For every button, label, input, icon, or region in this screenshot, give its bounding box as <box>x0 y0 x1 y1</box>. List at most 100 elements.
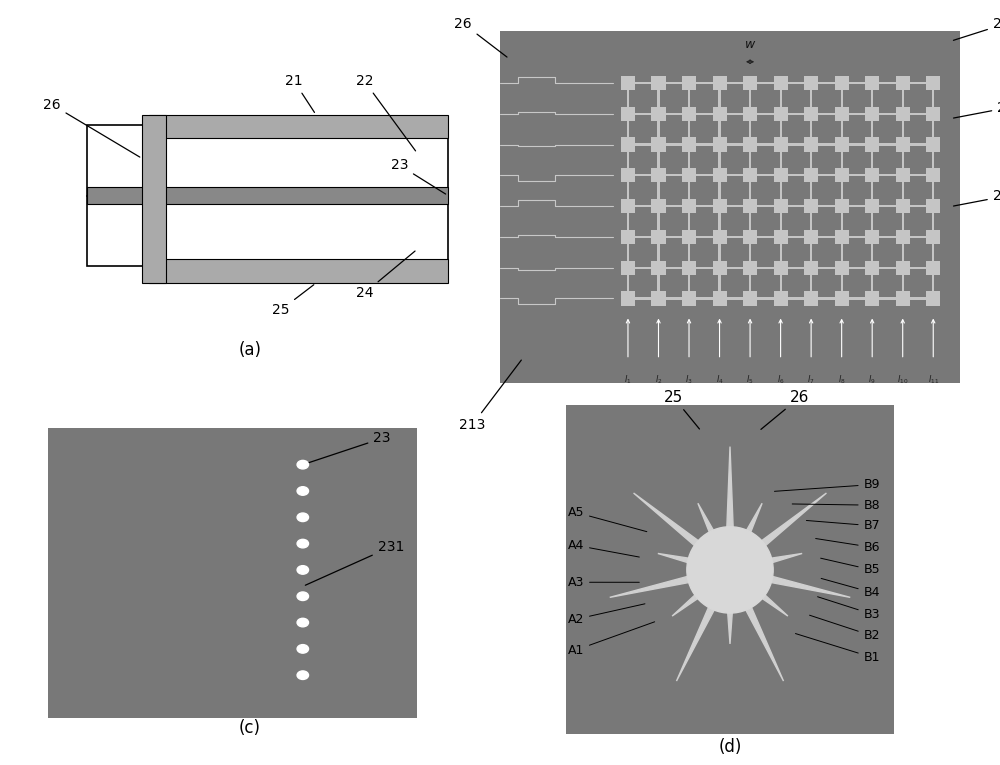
Bar <box>627 275 629 291</box>
Bar <box>621 199 635 213</box>
Bar <box>757 267 774 269</box>
Bar <box>627 151 629 168</box>
Bar <box>688 182 690 199</box>
Bar <box>149 115 448 138</box>
Text: 25: 25 <box>664 389 699 429</box>
Bar <box>780 213 782 230</box>
Bar <box>835 106 849 121</box>
Bar <box>657 213 660 230</box>
Bar <box>818 144 835 145</box>
Bar <box>713 106 727 121</box>
Bar <box>666 82 682 84</box>
Bar <box>682 168 696 182</box>
Bar <box>926 291 940 305</box>
Bar <box>743 168 757 182</box>
Bar <box>713 199 727 213</box>
Bar <box>682 291 696 305</box>
Bar <box>713 76 727 90</box>
Bar <box>627 90 629 106</box>
Bar <box>696 236 713 238</box>
Bar <box>865 106 879 121</box>
Bar <box>718 244 721 261</box>
Circle shape <box>297 487 309 495</box>
Bar <box>696 82 713 84</box>
Bar <box>696 144 713 145</box>
Bar <box>666 205 682 207</box>
Bar <box>743 199 757 213</box>
Bar <box>621 76 635 90</box>
Bar <box>788 236 804 238</box>
Text: $I_{9}$: $I_{9}$ <box>868 374 876 386</box>
Bar <box>780 90 782 106</box>
Bar <box>910 144 926 145</box>
Bar <box>879 144 896 145</box>
Bar <box>743 76 757 90</box>
Bar <box>902 182 904 199</box>
Text: B5: B5 <box>821 558 880 576</box>
Bar <box>835 138 849 151</box>
Bar <box>932 182 934 199</box>
Bar <box>871 244 873 261</box>
Bar <box>713 168 727 182</box>
Bar <box>902 213 904 230</box>
Text: A4: A4 <box>568 539 639 557</box>
Bar <box>657 151 660 168</box>
Bar <box>727 144 743 145</box>
Bar <box>48 428 417 718</box>
Bar <box>149 259 448 283</box>
Bar <box>651 230 666 244</box>
Text: 26: 26 <box>43 98 140 157</box>
Bar <box>682 76 696 90</box>
Bar <box>727 298 743 300</box>
Bar <box>788 144 804 145</box>
Text: (b): (b) <box>718 409 742 427</box>
Text: $w$: $w$ <box>744 38 756 51</box>
Text: 26: 26 <box>454 17 507 57</box>
Bar <box>896 291 910 305</box>
Bar <box>926 261 940 275</box>
Polygon shape <box>610 447 850 681</box>
Bar <box>718 182 721 199</box>
Bar <box>841 275 843 291</box>
Bar <box>727 174 743 177</box>
Bar <box>657 244 660 261</box>
Bar <box>835 261 849 275</box>
Bar <box>835 230 849 244</box>
Text: 24: 24 <box>356 251 415 300</box>
Bar <box>910 112 926 115</box>
Bar <box>682 138 696 151</box>
Bar <box>849 174 865 177</box>
Bar <box>810 151 812 168</box>
Bar <box>835 291 849 305</box>
Bar <box>749 121 751 138</box>
Bar <box>635 174 651 177</box>
Bar <box>627 213 629 230</box>
Bar <box>774 230 788 244</box>
Bar <box>727 205 743 207</box>
Circle shape <box>297 671 309 679</box>
Bar <box>932 213 934 230</box>
Bar <box>774 261 788 275</box>
Bar <box>696 298 713 300</box>
Bar <box>926 230 940 244</box>
Bar <box>910 174 926 177</box>
Bar <box>818 174 835 177</box>
Bar <box>727 82 743 84</box>
Bar <box>727 112 743 115</box>
Text: A1: A1 <box>568 622 655 656</box>
Bar <box>774 168 788 182</box>
Text: B1: B1 <box>795 633 880 664</box>
Bar <box>87 125 448 196</box>
Bar <box>841 121 843 138</box>
Bar <box>749 182 751 199</box>
Bar <box>635 236 651 238</box>
Text: $I_{4}$: $I_{4}$ <box>716 374 723 386</box>
Bar <box>780 182 782 199</box>
Text: B6: B6 <box>816 539 880 554</box>
Bar <box>810 121 812 138</box>
Bar <box>871 182 873 199</box>
Text: A2: A2 <box>568 604 645 626</box>
Bar <box>896 168 910 182</box>
Bar <box>849 205 865 207</box>
Bar <box>682 261 696 275</box>
